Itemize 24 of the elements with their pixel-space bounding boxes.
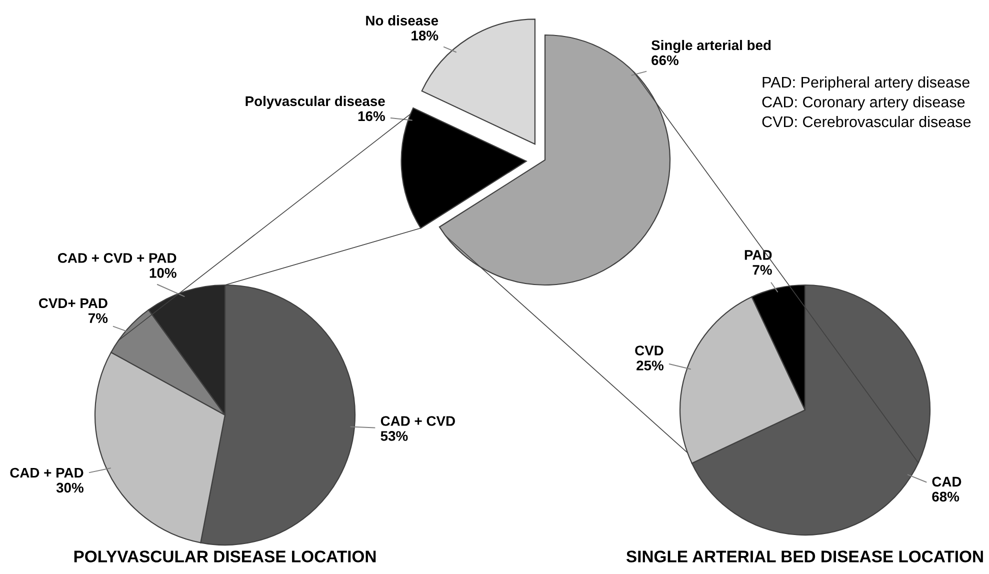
data-label: 25% <box>636 360 664 370</box>
data-label: 10% <box>150 268 176 278</box>
slice-label: CAD <box>932 476 962 487</box>
data-label: 7% <box>752 265 772 275</box>
text: PAD: Peripheral artery disease <box>762 76 970 91</box>
slice-label: Polyvascular disease <box>246 96 385 109</box>
data-label: 30% <box>56 482 84 493</box>
data-label: 53% <box>380 431 408 441</box>
text: CAD: Coronary artery disease <box>762 96 965 110</box>
slice-label: CAD + CVD <box>380 416 455 426</box>
slice-label: CVD <box>635 346 664 356</box>
text: CVD: Cerebrovascular disease <box>762 116 971 128</box>
text: POLYVASCULAR DISEASE LOCATION <box>74 550 376 562</box>
slice-label: No disease <box>366 15 438 26</box>
slice-label: Single arterial bed <box>651 40 771 53</box>
data-label: 16% <box>358 111 385 122</box>
data-label: 18% <box>412 30 438 40</box>
data-label: 7% <box>88 313 108 324</box>
text: SINGLE ARTERIAL BED DISEASE LOCATION <box>626 550 983 562</box>
slice-label: CAD + CVD + PAD <box>58 253 176 263</box>
slice-label: CAD + PAD <box>10 468 84 478</box>
data-label: 66% <box>652 55 678 66</box>
data-label: 68% <box>932 492 960 502</box>
slice-label: CVD+ PAD <box>38 298 108 308</box>
